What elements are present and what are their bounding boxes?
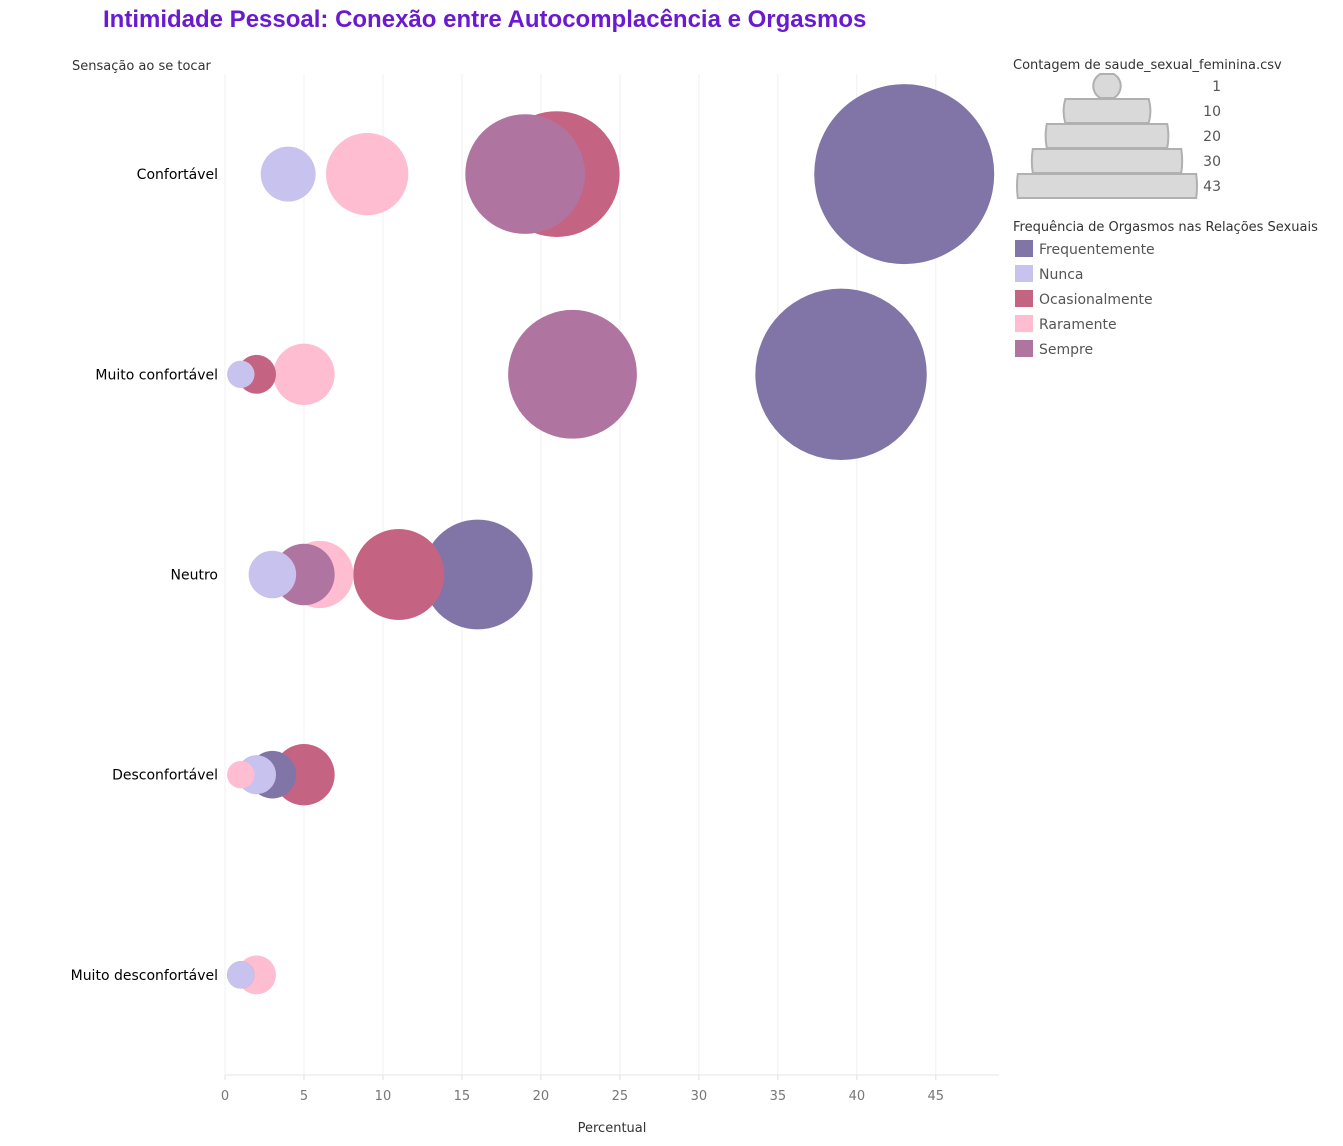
legend-swatch-nunca <box>1015 265 1033 282</box>
tick-label-15: 15 <box>454 1089 471 1104</box>
tick-label-40: 40 <box>849 1089 866 1104</box>
size-legend-item-10: 10 <box>1062 98 1221 124</box>
bubble-sempre-confortavel[interactable] <box>465 114 585 234</box>
bubble-nunca-muito-desconfortavel[interactable] <box>227 961 255 989</box>
legend-item-frequentemente[interactable]: Frequentemente <box>1015 240 1155 258</box>
tick-label-25: 25 <box>612 1089 629 1104</box>
legend-swatch-ocasionalmente <box>1015 290 1033 307</box>
size-legend-item-43: 43 <box>1015 173 1221 199</box>
category-label-muito-confortavel: Muito confortável <box>95 367 218 383</box>
bubble-raramente-desconfortavel[interactable] <box>227 760 255 789</box>
tick-label-30: 30 <box>691 1089 708 1104</box>
color-legend[interactable]: Frequência de Orgasmos nas Relações Sexu… <box>1013 220 1318 358</box>
bubble-raramente-confortavel[interactable] <box>325 132 409 216</box>
size-legend-label-10: 10 <box>1203 104 1221 120</box>
tick-label-45: 45 <box>928 1089 945 1104</box>
tick-label-5: 5 <box>300 1089 308 1104</box>
size-legend-label-43: 43 <box>1203 179 1221 195</box>
y-axis-title: Sensação ao se tocar <box>72 59 212 74</box>
size-legend: Contagem de saude_sexual_feminina.csv 1 1… <box>1013 58 1282 199</box>
legend-swatch-frequentemente <box>1015 240 1033 257</box>
size-legend-item-30: 30 <box>1030 148 1221 174</box>
bubble-sempre-muito-confortavel[interactable] <box>508 309 637 439</box>
bubble-frequentemente-confortavel[interactable] <box>814 84 995 265</box>
legend-swatch-raramente <box>1015 315 1033 332</box>
legend-label-frequentemente: Frequentemente <box>1039 242 1155 258</box>
size-legend-item-20: 20 <box>1044 123 1221 149</box>
category-label-desconfortavel: Desconfortável <box>112 768 218 784</box>
legend-item-ocasionalmente[interactable]: Ocasionalmente <box>1015 290 1153 308</box>
legend-label-nunca: Nunca <box>1039 267 1084 283</box>
bubble-raramente-muito-confortavel[interactable] <box>273 343 335 405</box>
size-legend-shape-20 <box>1044 123 1170 149</box>
legend-label-sempre: Sempre <box>1039 342 1093 358</box>
size-legend-item-1: 1 <box>1092 73 1221 99</box>
legend-swatch-sempre <box>1015 340 1033 357</box>
size-legend-label-20: 20 <box>1203 129 1221 145</box>
tick-label-0: 0 <box>221 1089 229 1104</box>
x-axis-ticks: 0 5 10 15 20 25 30 35 40 45 <box>221 1075 944 1104</box>
category-label-confortavel: Confortável <box>137 167 218 183</box>
color-legend-title: Frequência de Orgasmos nas Relações Sexu… <box>1013 220 1318 235</box>
chart-title: Intimidade Pessoal: Conexão entre Autoco… <box>103 6 867 33</box>
bubble-nunca-neutro[interactable] <box>248 550 297 599</box>
legend-item-raramente[interactable]: Raramente <box>1015 315 1117 333</box>
size-legend-shape-1 <box>1092 73 1122 99</box>
size-legend-shape-43 <box>1015 173 1199 199</box>
bubble-frequentemente-muito-confortavel[interactable] <box>755 288 927 461</box>
category-label-neutro: Neutro <box>171 568 218 584</box>
bubbles[interactable] <box>227 84 995 995</box>
category-label-muito-desconfortavel: Muito desconfortável <box>71 968 218 984</box>
tick-label-35: 35 <box>770 1089 787 1104</box>
tick-label-10: 10 <box>375 1089 392 1104</box>
legend-item-nunca[interactable]: Nunca <box>1015 265 1084 283</box>
bubble-nunca-muito-confortavel[interactable] <box>227 360 255 389</box>
size-legend-shape-30 <box>1030 148 1184 174</box>
bubble-frequentemente-neutro[interactable] <box>422 519 533 630</box>
category-labels: Confortável Muito confortável Neutro Descon… <box>71 167 218 984</box>
legend-label-ocasionalmente: Ocasionalmente <box>1039 292 1153 308</box>
size-legend-label-30: 30 <box>1203 154 1221 170</box>
size-legend-title: Contagem de saude_sexual_feminina.csv <box>1013 58 1282 73</box>
x-axis-title: Percentual <box>578 1121 647 1136</box>
bubble-nunca-confortavel[interactable] <box>260 146 316 202</box>
legend-item-sempre[interactable]: Sempre <box>1015 340 1093 358</box>
tick-label-20: 20 <box>533 1089 550 1104</box>
size-legend-shape-10 <box>1062 98 1152 124</box>
bubble-ocasionalmente-neutro[interactable] <box>353 528 445 621</box>
legend-label-raramente: Raramente <box>1039 317 1117 333</box>
size-legend-label-1: 1 <box>1212 79 1221 95</box>
